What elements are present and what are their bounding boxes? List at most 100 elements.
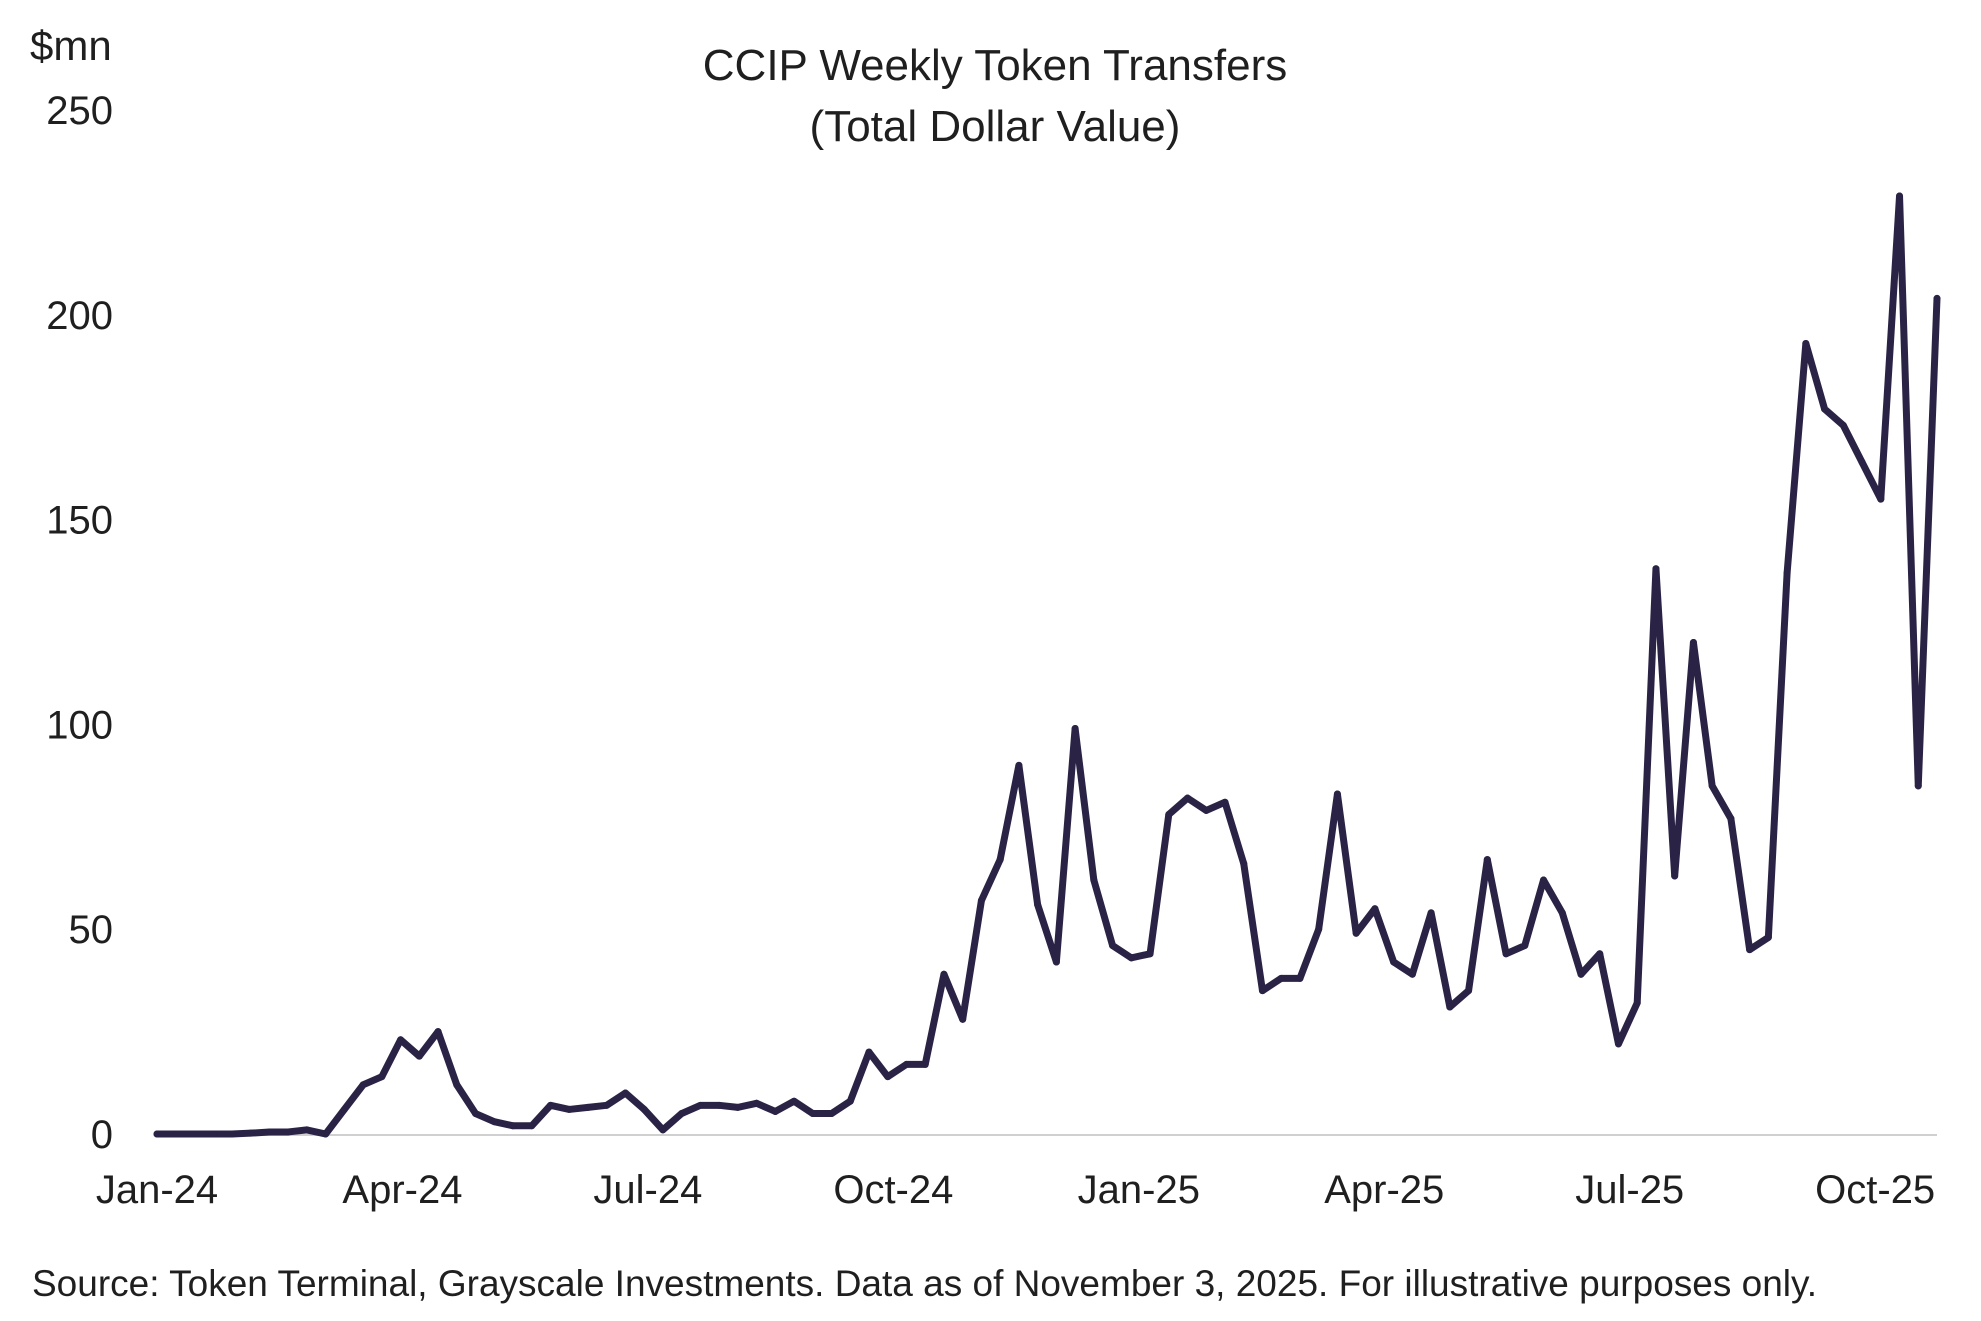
x-tick-label: Oct-24 [833, 1168, 953, 1212]
data-point [1465, 987, 1473, 995]
data-point [1296, 974, 1304, 982]
data-point [509, 1122, 517, 1130]
data-point [977, 897, 985, 905]
data-point [809, 1110, 817, 1118]
y-tick-label: 200 [46, 294, 113, 338]
data-point [1221, 798, 1229, 806]
data-point [1858, 458, 1866, 466]
data-point [378, 1073, 386, 1081]
data-point [209, 1130, 217, 1138]
data-point [284, 1128, 292, 1136]
data-point [1333, 790, 1341, 798]
data-point [453, 1081, 461, 1089]
y-tick-label: 150 [46, 499, 113, 543]
chart-subtitle: (Total Dollar Value) [810, 102, 1181, 151]
data-point [1521, 942, 1529, 950]
data-point [959, 1015, 967, 1023]
data-point [996, 856, 1004, 864]
data-point [1371, 905, 1379, 913]
data-point [1746, 946, 1754, 954]
data-point [734, 1103, 742, 1111]
chart-title: CCIP Weekly Token Transfers [703, 41, 1287, 90]
x-tick-label: Apr-24 [342, 1168, 462, 1212]
data-point [528, 1122, 536, 1130]
data-point [1315, 925, 1323, 933]
data-point [1127, 954, 1135, 962]
data-point [490, 1118, 498, 1126]
data-point [865, 1048, 873, 1056]
x-tick-label: Oct-25 [1815, 1168, 1935, 1212]
data-point [415, 1052, 423, 1060]
y-tick-label: 250 [46, 89, 113, 133]
data-point [1689, 638, 1697, 646]
data-point [1671, 872, 1679, 880]
data-point [1015, 761, 1023, 769]
data-point [1896, 192, 1904, 200]
data-point [228, 1130, 236, 1138]
data-point [1165, 811, 1173, 819]
y-tick-label: 50 [69, 908, 114, 952]
data-point [1577, 970, 1585, 978]
data-point [902, 1060, 910, 1068]
series-line [153, 192, 1941, 1138]
data-point [640, 1105, 648, 1113]
data-point [1558, 909, 1566, 917]
data-point [1052, 958, 1060, 966]
data-point [434, 1028, 442, 1036]
data-point [1427, 909, 1435, 917]
data-point [1633, 999, 1641, 1007]
data-point [1708, 782, 1716, 790]
data-point [1821, 405, 1829, 413]
data-point [172, 1130, 180, 1138]
data-point [1933, 294, 1941, 302]
x-axis: Jan-24 Apr-24 Jul-24 Oct-24 Jan-25 Apr-25 Jul-… [96, 1168, 1935, 1212]
data-point [1783, 569, 1791, 577]
data-point [753, 1099, 761, 1107]
data-point [1446, 1003, 1454, 1011]
data-point [790, 1097, 798, 1105]
data-point [1071, 725, 1079, 732]
data-point [1914, 782, 1922, 790]
data-point [1352, 929, 1360, 937]
y-tick-label: 0 [91, 1113, 113, 1157]
data-point [603, 1101, 611, 1109]
data-point [1839, 421, 1847, 429]
data-point [1390, 958, 1398, 966]
data-point [359, 1081, 367, 1089]
data-point [1090, 876, 1098, 884]
data-point [1146, 950, 1154, 958]
y-axis-unit-label: $mn [30, 22, 112, 69]
data-point [659, 1126, 667, 1134]
data-point [397, 1036, 405, 1044]
x-tick-label: Jul-24 [593, 1168, 702, 1212]
data-point [1727, 815, 1735, 823]
data-point [1614, 1040, 1622, 1048]
data-point [322, 1130, 330, 1138]
data-point [1802, 339, 1810, 347]
data-point [247, 1129, 255, 1137]
data-point [1202, 806, 1210, 814]
data-point [884, 1073, 892, 1081]
x-tick-label: Jan-24 [96, 1168, 218, 1212]
data-point [696, 1101, 704, 1109]
data-point [1258, 987, 1266, 995]
data-point [340, 1105, 348, 1113]
data-point [715, 1101, 723, 1109]
data-point [846, 1097, 854, 1105]
data-point [921, 1060, 929, 1068]
data-point [546, 1101, 554, 1109]
data-point [1240, 860, 1248, 868]
data-point [621, 1089, 629, 1097]
data-point [828, 1110, 836, 1118]
data-point [1877, 495, 1885, 503]
data-point [1277, 974, 1285, 982]
series-layer [153, 192, 1941, 1138]
data-point [678, 1110, 686, 1118]
y-axis: 0 50 100 150 200 250 [46, 89, 113, 1157]
data-point [1184, 794, 1192, 802]
data-point [565, 1105, 573, 1113]
data-point [190, 1130, 198, 1138]
data-point [1540, 876, 1548, 884]
